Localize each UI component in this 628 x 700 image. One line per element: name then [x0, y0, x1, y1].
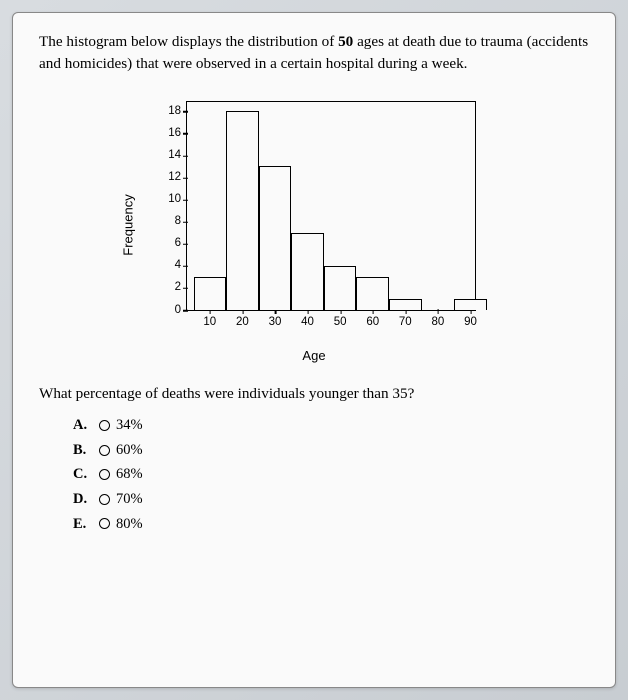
x-tick: 20 — [236, 310, 249, 328]
y-tick: 0 — [157, 304, 187, 316]
radio-icon[interactable] — [99, 445, 110, 456]
histogram-bar — [389, 299, 422, 310]
y-tick: 14 — [157, 150, 187, 162]
intro-p1: The histogram below displays the distrib… — [39, 33, 338, 50]
x-tick: 10 — [203, 310, 216, 328]
y-tick: 2 — [157, 282, 187, 294]
x-tick: 90 — [464, 310, 477, 328]
y-tick: 8 — [157, 216, 187, 228]
histogram-bar — [194, 277, 227, 310]
x-tick: 80 — [431, 310, 444, 328]
x-tick: 30 — [269, 310, 282, 328]
radio-icon[interactable] — [99, 420, 110, 431]
histogram-bar — [324, 266, 357, 310]
x-tick: 40 — [301, 310, 314, 328]
x-axis-label: Age — [302, 348, 325, 363]
y-axis-label: Frequency — [121, 194, 136, 255]
histogram-bar — [356, 277, 389, 310]
y-tick: 16 — [157, 127, 187, 139]
question-sheet: The histogram below displays the distrib… — [12, 12, 616, 688]
y-tick: 18 — [157, 105, 187, 117]
y-tick: 12 — [157, 172, 187, 184]
choice-letter: A. — [73, 413, 93, 438]
radio-icon[interactable] — [99, 518, 110, 529]
histogram-bar — [291, 233, 324, 310]
histogram-bar — [259, 166, 292, 310]
answer-choice[interactable]: B. 60% — [73, 438, 589, 463]
histogram-bar — [454, 299, 487, 310]
y-tick: 4 — [157, 260, 187, 272]
histogram-bar — [226, 111, 259, 310]
choice-text: 68% — [116, 462, 143, 487]
histogram-plot: 024681012141618102030405060708090 — [186, 101, 476, 311]
answer-choices: A. 34% B. 60% C. 68% D. 70% E. 80% — [39, 413, 589, 536]
intro-text: The histogram below displays the distrib… — [39, 31, 589, 75]
choice-text: 70% — [116, 487, 143, 512]
x-tick: 60 — [366, 310, 379, 328]
x-tick: 50 — [334, 310, 347, 328]
choice-letter: D. — [73, 487, 93, 512]
choice-text: 80% — [116, 512, 143, 537]
choice-letter: B. — [73, 438, 93, 463]
radio-icon[interactable] — [99, 469, 110, 480]
question-text: What percentage of deaths were individua… — [39, 385, 589, 403]
y-tick: 10 — [157, 194, 187, 206]
answer-choice[interactable]: D. 70% — [73, 487, 589, 512]
choice-letter: C. — [73, 462, 93, 487]
radio-icon[interactable] — [99, 494, 110, 505]
choice-letter: E. — [73, 512, 93, 537]
answer-choice[interactable]: A. 34% — [73, 413, 589, 438]
choice-text: 60% — [116, 438, 143, 463]
chart-wrap: Frequency 024681012141618102030405060708… — [134, 95, 494, 355]
chart-container: Frequency 024681012141618102030405060708… — [39, 95, 589, 355]
choice-text: 34% — [116, 413, 143, 438]
intro-bold: 50 — [338, 33, 353, 50]
answer-choice[interactable]: C. 68% — [73, 462, 589, 487]
answer-choice[interactable]: E. 80% — [73, 512, 589, 537]
x-tick: 70 — [399, 310, 412, 328]
y-tick: 6 — [157, 238, 187, 250]
